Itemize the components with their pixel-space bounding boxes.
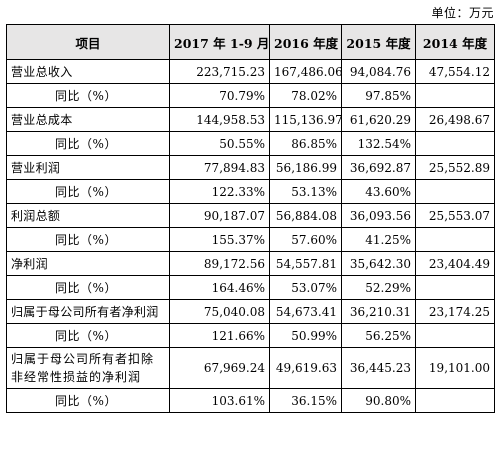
row-label: 净利润 xyxy=(6,251,170,276)
cell-value: 90.80% xyxy=(341,388,416,413)
cell-value: 77,894.83 xyxy=(169,155,270,180)
cell-value: 121.66% xyxy=(169,323,270,348)
row-label: 营业利润 xyxy=(6,155,170,180)
cell-value: 47,554.12 xyxy=(415,59,495,84)
cell-value: 78.02% xyxy=(269,83,342,108)
cell-value: 89,172.56 xyxy=(169,251,270,276)
table-header-row: 项目 2017 年 1-9 月 2016 年度 2015 年度 2014 年度 xyxy=(6,24,495,60)
table-row: 营业利润 77,894.83 56,186.99 36,692.87 25,55… xyxy=(6,155,495,180)
cell-value: 75,040.08 xyxy=(169,299,270,324)
row-label: 同比（%） xyxy=(6,275,170,300)
cell-value: 25,552.89 xyxy=(415,155,495,180)
cell-value: 70.79% xyxy=(169,83,270,108)
cell-value: 164.46% xyxy=(169,275,270,300)
cell-value xyxy=(415,83,495,108)
financial-table: 项目 2017 年 1-9 月 2016 年度 2015 年度 2014 年度 … xyxy=(6,24,495,413)
table-row: 归属于母公司所有者净利润 75,040.08 54,673.41 36,210.… xyxy=(6,299,495,324)
cell-value: 36,210.31 xyxy=(341,299,416,324)
table-row: 营业总收入 223,715.23 167,486.06 94,084.76 47… xyxy=(6,59,495,84)
table-row: 同比（%） 155.37% 57.60% 41.25% xyxy=(6,227,495,252)
cell-value: 49,619.63 xyxy=(269,347,342,389)
unit-label: 单位：万元 xyxy=(431,6,494,20)
table-row: 营业总成本 144,958.53 115,136.97 61,620.29 26… xyxy=(6,107,495,132)
cell-value: 56,884.08 xyxy=(269,203,342,228)
cell-value xyxy=(415,227,495,252)
row-label: 同比（%） xyxy=(6,388,170,413)
table-row: 同比（%） 70.79% 78.02% 97.85% xyxy=(6,83,495,108)
cell-value: 115,136.97 xyxy=(269,107,342,132)
row-label: 归属于母公司所有者扣除非经常性损益的净利润 xyxy=(6,347,170,389)
cell-value: 36,445.23 xyxy=(341,347,416,389)
cell-value: 122.33% xyxy=(169,179,270,204)
row-label: 同比（%） xyxy=(6,179,170,204)
cell-value: 90,187.07 xyxy=(169,203,270,228)
cell-value: 94,084.76 xyxy=(341,59,416,84)
row-label: 营业总收入 xyxy=(6,59,170,84)
cell-value: 132.54% xyxy=(341,131,416,156)
row-label: 同比（%） xyxy=(6,227,170,252)
cell-value: 61,620.29 xyxy=(341,107,416,132)
cell-value: 36,692.87 xyxy=(341,155,416,180)
row-label: 同比（%） xyxy=(6,131,170,156)
row-label: 同比（%） xyxy=(6,323,170,348)
cell-value: 57.60% xyxy=(269,227,342,252)
cell-value: 23,174.25 xyxy=(415,299,495,324)
cell-value: 67,969.24 xyxy=(169,347,270,389)
cell-value: 56.25% xyxy=(341,323,416,348)
cell-value: 50.55% xyxy=(169,131,270,156)
cell-value: 155.37% xyxy=(169,227,270,252)
cell-value xyxy=(415,179,495,204)
row-label: 利润总额 xyxy=(6,203,170,228)
header-item: 项目 xyxy=(6,24,170,60)
cell-value: 50.99% xyxy=(269,323,342,348)
table-row: 同比（%） 121.66% 50.99% 56.25% xyxy=(6,323,495,348)
header-2016: 2016 年度 xyxy=(269,24,342,60)
table-row: 同比（%） 103.61% 36.15% 90.80% xyxy=(6,388,495,413)
cell-value: 41.25% xyxy=(341,227,416,252)
cell-value xyxy=(415,131,495,156)
cell-value: 53.13% xyxy=(269,179,342,204)
cell-value: 19,101.00 xyxy=(415,347,495,389)
table-row: 同比（%） 122.33% 53.13% 43.60% xyxy=(6,179,495,204)
row-label: 同比（%） xyxy=(6,83,170,108)
header-2014: 2014 年度 xyxy=(415,24,495,60)
cell-value: 86.85% xyxy=(269,131,342,156)
cell-value: 25,553.07 xyxy=(415,203,495,228)
table-row: 同比（%） 164.46% 53.07% 52.29% xyxy=(6,275,495,300)
cell-value: 54,557.81 xyxy=(269,251,342,276)
row-label: 归属于母公司所有者净利润 xyxy=(6,299,170,324)
table-row: 归属于母公司所有者扣除非经常性损益的净利润 67,969.24 49,619.6… xyxy=(6,347,495,389)
cell-value: 54,673.41 xyxy=(269,299,342,324)
table-row: 同比（%） 50.55% 86.85% 132.54% xyxy=(6,131,495,156)
cell-value: 223,715.23 xyxy=(169,59,270,84)
table-row: 利润总额 90,187.07 56,884.08 36,093.56 25,55… xyxy=(6,203,495,228)
cell-value: 53.07% xyxy=(269,275,342,300)
cell-value: 26,498.67 xyxy=(415,107,495,132)
row-label: 营业总成本 xyxy=(6,107,170,132)
cell-value: 23,404.49 xyxy=(415,251,495,276)
cell-value: 36,093.56 xyxy=(341,203,416,228)
cell-value: 52.29% xyxy=(341,275,416,300)
cell-value: 36.15% xyxy=(269,388,342,413)
cell-value xyxy=(415,323,495,348)
cell-value: 103.61% xyxy=(169,388,270,413)
header-2017q3: 2017 年 1-9 月 xyxy=(169,24,270,60)
table-row: 净利润 89,172.56 54,557.81 35,642.30 23,404… xyxy=(6,251,495,276)
cell-value: 97.85% xyxy=(341,83,416,108)
cell-value: 43.60% xyxy=(341,179,416,204)
header-2015: 2015 年度 xyxy=(341,24,416,60)
cell-value xyxy=(415,275,495,300)
cell-value: 56,186.99 xyxy=(269,155,342,180)
cell-value: 144,958.53 xyxy=(169,107,270,132)
cell-value xyxy=(415,388,495,413)
cell-value: 167,486.06 xyxy=(269,59,342,84)
cell-value: 35,642.30 xyxy=(341,251,416,276)
